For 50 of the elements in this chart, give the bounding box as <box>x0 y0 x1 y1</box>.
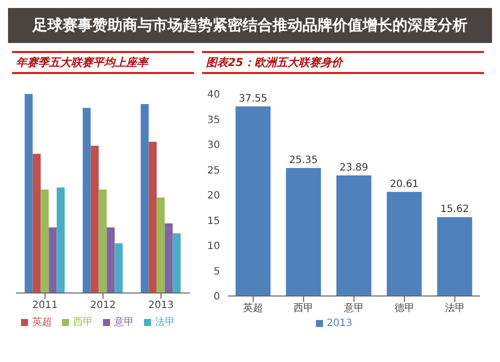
x-tick-label: 德甲 <box>394 303 414 314</box>
bar <box>32 154 41 293</box>
bar <box>56 188 65 293</box>
x-tick-label: 意甲 <box>343 302 364 314</box>
legend-label: 西甲 <box>73 317 93 328</box>
legend-label: 2013 <box>326 318 352 329</box>
bar <box>164 223 173 293</box>
data-label: 20.61 <box>390 178 419 190</box>
bar <box>437 217 472 296</box>
bar <box>148 142 157 293</box>
bar <box>48 227 57 293</box>
x-tick-label: 西甲 <box>294 303 314 314</box>
x-tick-label: 2011 <box>32 300 58 312</box>
bar <box>336 175 372 296</box>
chart-title: 年赛季五大联赛平均上座率 <box>12 51 194 74</box>
bar <box>286 168 321 296</box>
y-tick-label: 0 <box>214 292 220 303</box>
data-label: 23.89 <box>340 162 368 174</box>
bar <box>386 192 422 296</box>
data-label: 25.35 <box>289 154 318 166</box>
bar <box>236 106 271 296</box>
legend-label: 英超 <box>32 317 52 328</box>
bar <box>24 94 33 293</box>
x-tick-label: 2013 <box>148 300 174 312</box>
text: 足球赛事赞助商与市场趋势紧密结合推动品牌价值增长的深度分析 <box>8 8 492 43</box>
y-tick-label: 35 <box>207 114 220 126</box>
bar <box>156 197 165 293</box>
x-tick-label: 英超 <box>243 302 264 314</box>
y-tick-label: 40 <box>207 90 220 101</box>
bar <box>82 108 91 293</box>
data-label: 15.62 <box>440 204 469 216</box>
x-tick-label: 法甲 <box>444 302 465 314</box>
x-tick-label: 2012 <box>90 300 116 312</box>
bar <box>40 190 49 293</box>
y-tick-label: 20 <box>207 190 220 202</box>
bar <box>114 243 123 293</box>
chart-title: 图表25：欧洲五大联赛身价 <box>202 51 484 74</box>
bar <box>140 104 149 293</box>
y-tick-label: 30 <box>207 140 220 152</box>
bar <box>172 233 181 293</box>
y-tick-label: 5 <box>214 266 220 278</box>
y-tick-label: 15 <box>207 216 220 227</box>
y-tick-label: 10 <box>207 241 220 252</box>
bar <box>106 227 115 293</box>
bar <box>98 190 107 293</box>
bar <box>90 146 99 293</box>
y-tick-label: 25 <box>207 165 220 176</box>
data-label: 37.55 <box>238 93 268 104</box>
legend-label: 法甲 <box>155 317 175 328</box>
legend-label: 意甲 <box>114 317 134 328</box>
